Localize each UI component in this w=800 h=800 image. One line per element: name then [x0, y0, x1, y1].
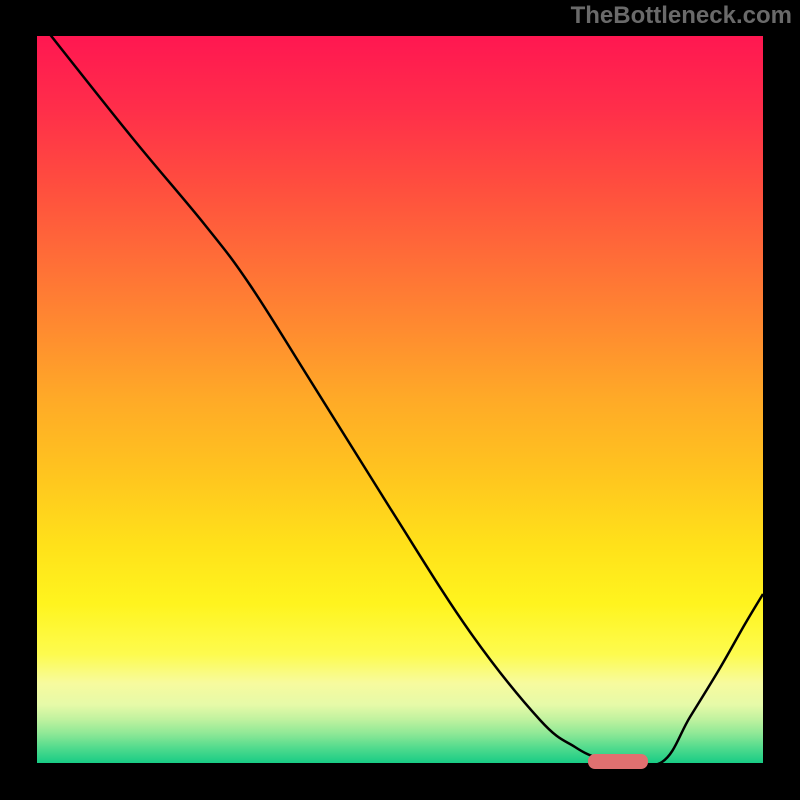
optimum-marker: [588, 754, 648, 769]
bottleneck-chart: [0, 0, 800, 800]
chart-container: TheBottleneck.com: [0, 0, 800, 800]
plot-area: [37, 36, 763, 763]
watermark-text: TheBottleneck.com: [571, 2, 792, 30]
